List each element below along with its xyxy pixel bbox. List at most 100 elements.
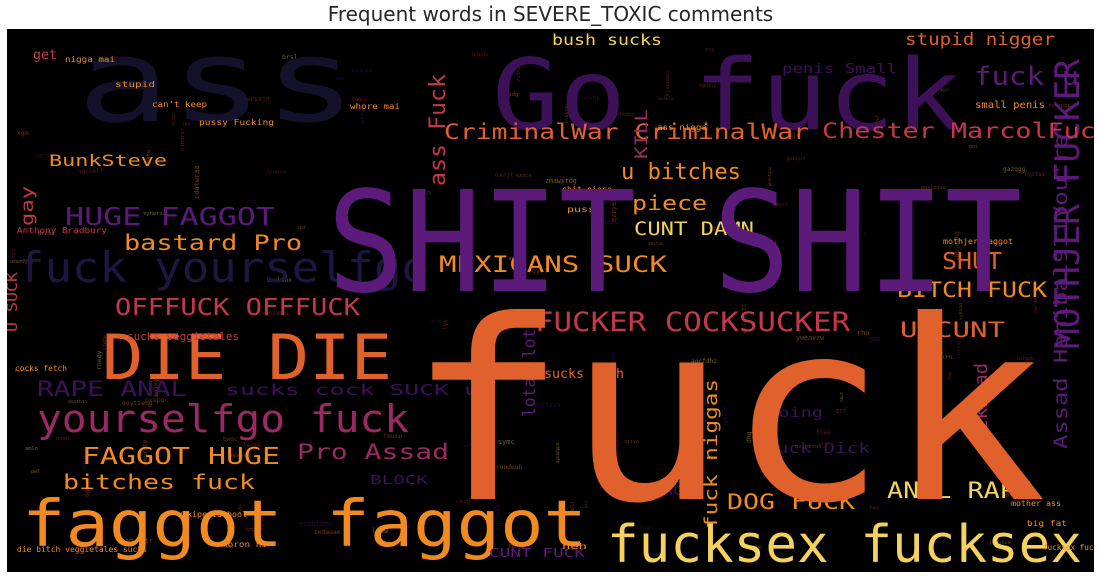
cloud-word-sucks-veggietales: sucks veggietales [127,330,239,343]
filler-glyph: amlo [25,446,38,452]
cloud-word-kill: KILL [632,109,652,159]
filler-glyph: dxnthii [68,399,88,405]
filler-glyph: mcamla [658,96,674,102]
cloud-word-suck-dick: suck Dick [765,441,871,457]
cloud-word-going: going [767,406,823,421]
filler-glyph: qoaijfk [723,405,729,425]
filler-glyph: cdatwraa [193,165,201,199]
background-texture: odgln rbmgreo lye lgoidujj pktq rqyil gtdh qoai… [10,47,1071,550]
filler-glyph: dkvtnn [648,241,664,247]
filler-glyph: cddic [352,97,368,103]
cloud-word-sucks-cock-suck-u: sucks cock SUCK u [225,381,479,399]
filler-glyph: aqcfdhz [691,358,717,365]
filler-glyph: rmxrlzxk [530,401,561,409]
filler-glyph: symc [498,438,515,446]
cloud-word-rape-anal: RAPE ANAL [37,377,187,401]
filler-glyph: nkut [839,391,845,402]
cloud-word-faggot-huge: FAGGOT HUGE [82,444,280,470]
cloud-word-bush-sucks: bush sucks [552,31,662,49]
filler-glyph: uaukuox [267,278,292,284]
filler-glyph: samvfbtr [121,537,153,545]
filler-glyph: dhq [746,432,753,443]
filler-glyph: vyknqd [958,303,964,320]
cloud-word-piece: piece [632,191,707,215]
filler-glyph: gtdh [812,481,829,489]
filler-glyph: ltb [424,190,432,195]
filler-glyph: huq [870,505,878,511]
filler-glyph: epcbv [259,515,265,529]
filler-glyph: umnrcte [142,439,149,465]
filler-glyph: rneqy [95,350,103,370]
cloud-word-faggot-faggot: faggot faggot [22,488,587,562]
cloud-word-bunksteve: BunkSteve [49,151,167,170]
cloud-word-fucksex-fuck: fucksex fuck [1043,543,1094,552]
filler-glyph: zmawxtdg [545,177,577,185]
cloud-word-fucksex-fucksex: fucksex fucksex [607,515,1082,572]
cloud-word-fuck: fuck [407,267,1047,558]
filler-glyph: lwcmk [243,442,262,449]
cloud-word-dog-fuck: DOG FUCK [727,490,855,514]
filler-glyph: xfyt [431,319,443,325]
filler-glyph: fdzcvbkc [611,350,617,376]
cloud-word-block: BLOCK [370,473,429,487]
filler-glyph: edk [959,402,971,409]
filler-glyph: rbmgreo [519,135,537,140]
cloud-word-anal-rape: ANAL RAPE [887,479,1032,504]
filler-glyph: khpa [246,527,258,533]
filler-glyph: rqyil [528,267,548,275]
cloud-word-anthony-bradbury: Anthony Bradbury [17,226,107,235]
filler-glyph: ursc [819,442,830,447]
filler-glyph: wvjulffl [932,355,954,361]
chart-title: Frequent words in SEVERE_TOXIC comments [327,2,774,26]
filler-glyph: euba [237,504,242,514]
cloud-word-fuck-u: fuck u [974,62,1079,92]
filler-glyph: tgnzaly [699,83,716,88]
filler-glyph: ushpds [1017,356,1035,362]
cloud-word-shit-piece: shit piece [562,185,612,194]
filler-glyph: yweavzw [796,334,825,342]
filler-glyph: zgbuhrxc [230,453,252,459]
filler-glyph: jmpynve [989,540,1011,546]
filler-glyph: jgg [182,121,190,127]
cloud-word-mother-ass: mother ass [1011,499,1061,508]
cloud-word-mothjer-faggot: mothjer faggot [943,237,1013,246]
filler-glyph: bmrglf [82,448,88,470]
cloud-word-moron-hi: moron hi [222,540,267,549]
filler-glyph: dgrdtm [1005,478,1011,497]
filler-glyph: nxrjt [495,172,514,179]
filler-glyph: gwm [868,335,880,343]
filler-glyph: xbr [225,544,234,550]
cloud-word-nigga-mai: nigga mai [65,55,115,64]
filler-glyph: gaessrwf [875,115,880,135]
filler-glyph: ujq [789,132,800,139]
filler-glyph: dilxon [805,210,811,228]
filler-glyph: ibbjnghg [954,231,961,261]
filler-glyph: wonntqnu [767,166,772,186]
cloud-word-fucker-cocksucker: FUCKER COCKSUCKER [535,307,851,338]
filler-glyph: zuy [247,199,256,205]
cloud-word-u-suck: U SUCK [7,271,21,332]
cloud-word-assad-hanibal911you-re: Assad Hanibal911You're [1050,134,1072,449]
filler-glyph: deaqckc [509,256,526,261]
filler-glyph: mjkdhn [616,112,634,118]
cloud-word-shut: SHUT [942,249,1002,275]
filler-glyph: ucaziyjy [10,259,34,265]
cloud-word-cunt-damn: CUNT DAMN [634,218,754,240]
filler-glyph: kafaa [1033,298,1039,313]
filler-glyph: pxepqc [145,396,169,404]
filler-glyph: lnj [559,175,565,185]
filler-glyph: qzryetai [610,190,618,222]
filler-glyph: ugckelf [78,168,104,175]
cloud-word-yourselfgo-fuck: yourselfgo fuck [37,397,409,441]
cloud-word-lotat-lotat: lotat lotat [520,309,540,417]
filler-glyph: bhevha [360,103,366,123]
cloud-word-pussy: pussy [567,205,602,214]
filler-glyph: szoadppa [555,442,560,463]
cloud-word-penis-small: penis Small [782,62,897,77]
cloud-word-heh: heh [562,542,587,551]
cloud-word-huge-faggot: HUGE FAGGOT [65,202,275,231]
filler-glyph: oizyn [624,439,639,445]
cloud-word-offfuck-offfuck: OFFFUCK OFFFUCK [115,295,360,321]
cloud-word-mexicans-suck: MEXICANS SUCK [439,253,668,278]
cloud-word-dickhead: dickhead [971,363,992,453]
